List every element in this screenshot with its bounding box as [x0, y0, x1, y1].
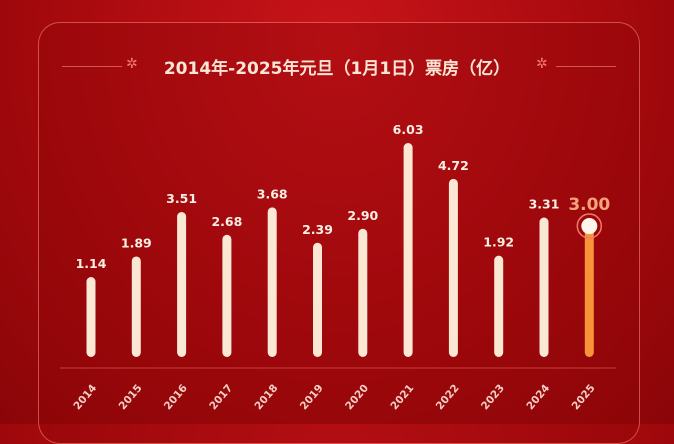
- title-divider-left: [62, 66, 122, 67]
- snowflake-icon: ✲: [126, 56, 138, 72]
- value-label-2022: 4.72: [438, 158, 469, 173]
- x-tick-label-2020: 2020: [343, 382, 371, 412]
- bar-2015: [131, 256, 141, 357]
- value-label-2016: 3.51: [166, 191, 197, 206]
- value-label-2018: 3.68: [257, 186, 288, 201]
- chart-title: 2014年-2025年元旦（1月1日）票房（亿）: [163, 59, 511, 79]
- bar-2016: [177, 212, 187, 357]
- x-tick-label-2022: 2022: [434, 382, 462, 412]
- value-label-2017: 2.68: [211, 214, 242, 229]
- bar-2023: [494, 255, 504, 357]
- x-tick-label-2016: 2016: [162, 382, 190, 412]
- value-label-2020: 2.90: [347, 208, 378, 223]
- x-tick-label-2021: 2021: [388, 382, 416, 412]
- x-tick-label-2025: 2025: [570, 382, 598, 412]
- x-tick-label-2017: 2017: [207, 382, 235, 412]
- value-label-2014: 1.14: [76, 256, 107, 271]
- bar-2022: [448, 178, 458, 357]
- bar-2025: [584, 226, 594, 357]
- value-label-2019: 2.39: [302, 222, 333, 237]
- bar-2019: [313, 242, 322, 357]
- value-label-2015: 1.89: [121, 235, 152, 250]
- bar-2017: [222, 234, 232, 357]
- value-label-2024: 3.31: [529, 197, 560, 212]
- x-tick-label-2015: 2015: [117, 382, 145, 412]
- value-label-2023: 1.92: [483, 235, 514, 250]
- bar-chart: 1.14 2014 1.89 2015 3.51 2016 2.68 2017 3.68 2018…: [60, 122, 616, 412]
- bar-2018: [267, 207, 277, 357]
- x-tick-label-2024: 2024: [524, 382, 552, 412]
- snowflake-icon: ✲: [536, 56, 548, 72]
- x-tick-label-2023: 2023: [479, 382, 507, 412]
- highlight-ring: [576, 213, 603, 239]
- x-tick-label-2014: 2014: [71, 382, 99, 412]
- x-tick-label-2019: 2019: [298, 382, 326, 412]
- bar-2024: [539, 217, 549, 357]
- title-divider-right: [556, 66, 616, 67]
- x-tick-label-2018: 2018: [253, 382, 281, 412]
- bar-2014: [86, 277, 96, 357]
- value-label-2021: 6.03: [393, 122, 424, 137]
- value-label-2025: 3.00: [568, 195, 610, 215]
- bar-2020: [358, 228, 368, 357]
- highlight-dot: [581, 218, 598, 235]
- bar-2021: [403, 143, 413, 357]
